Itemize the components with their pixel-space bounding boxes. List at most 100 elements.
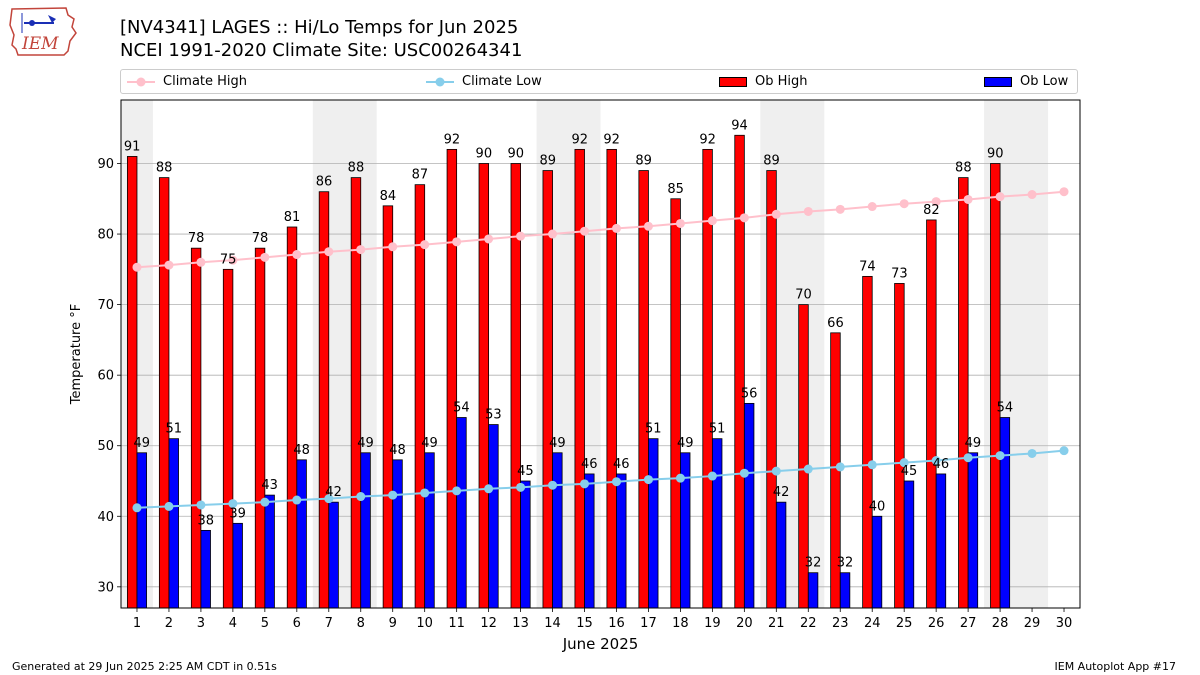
ob-high-label-22: 70	[795, 288, 812, 303]
y-axis-label: Temperature °F	[69, 304, 84, 405]
ob-high-label-14: 89	[539, 154, 556, 169]
climate-high-point-6	[292, 250, 302, 260]
ob-high-bar-14	[542, 170, 553, 609]
weekend-band-0	[121, 100, 153, 608]
ob-low-bar-3	[200, 529, 211, 609]
xtick-label-24: 24	[864, 616, 881, 631]
xtick-label-20: 20	[736, 616, 753, 631]
ob-low-bar-24	[871, 515, 883, 609]
climate-high-point-30	[1059, 187, 1069, 197]
ob-high-label-6: 81	[284, 210, 301, 225]
ob-high-bar-25	[894, 283, 905, 609]
climate-low-point-17	[643, 475, 653, 485]
climate-high-point-15	[580, 226, 590, 236]
legend-climate-high-label: Climate High	[163, 74, 248, 89]
climate-high-point-1	[132, 262, 142, 272]
ob-high-label-15: 92	[571, 132, 588, 147]
climate-high-point-13	[516, 231, 526, 241]
climate-high-point-3	[196, 257, 206, 267]
ob-low-bar-16	[616, 473, 627, 609]
ob-high-label-19: 92	[699, 132, 716, 147]
xtick-label-27: 27	[960, 616, 977, 631]
ob-low-bar-7	[328, 501, 339, 609]
ob-low-bar-8	[360, 452, 371, 609]
climate-high-point-26	[931, 197, 941, 207]
xtick-label-28: 28	[992, 616, 1009, 631]
ob-high-bar-26	[926, 219, 937, 609]
climate-low-point-24	[867, 460, 877, 470]
ob-high-label-7: 86	[316, 175, 333, 190]
climate-high-line	[136, 190, 1065, 269]
ob-low-label-5: 43	[261, 478, 278, 493]
ob-low-bar-1	[136, 452, 147, 609]
ob-high-label-28: 90	[987, 147, 1004, 162]
ob-low-label-14: 49	[549, 436, 566, 451]
climate-low-line-icon	[426, 77, 454, 86]
climate-low-point-7	[324, 494, 334, 504]
climate-high-point-29	[1027, 190, 1037, 200]
ob-high-bar-10	[414, 184, 426, 609]
ob-high-label-24: 74	[859, 259, 876, 274]
ob-low-label-9: 48	[389, 443, 406, 458]
climate-low-point-12	[484, 484, 494, 494]
climate-high-point-27	[963, 194, 973, 204]
ob-high-bar-17	[638, 170, 649, 609]
ob-low-bar-6	[296, 459, 307, 609]
ob-high-label-10: 87	[412, 168, 429, 183]
ob-low-label-25: 45	[901, 464, 918, 479]
xtick-label-3: 3	[197, 616, 205, 631]
ob-low-bar-27	[967, 452, 979, 609]
xtick-label-5: 5	[261, 616, 269, 631]
xtick-label-8: 8	[357, 616, 365, 631]
ob-low-label-19: 51	[709, 422, 726, 437]
ob-low-label-6: 48	[293, 443, 310, 458]
ob-high-bar-28	[990, 163, 1001, 609]
climate-low-point-28	[995, 451, 1005, 461]
ob-low-bar-28	[999, 417, 1011, 609]
climate-low-point-2	[164, 501, 174, 511]
ob-low-swatch-icon	[984, 76, 1012, 87]
legend: Climate High Climate Low Ob High Ob Low	[120, 69, 1078, 94]
ob-high-label-27: 88	[955, 161, 972, 176]
ob-high-label-1: 91	[124, 139, 141, 154]
ob-high-label-23: 66	[827, 316, 844, 331]
xtick-label-11: 11	[448, 616, 465, 631]
ytick-label-40: 40	[97, 510, 114, 525]
climate-high-point-20	[739, 213, 749, 223]
legend-climate-low-label: Climate Low	[462, 74, 542, 89]
ob-high-bar-5	[254, 247, 266, 609]
climate-low-point-13	[516, 482, 526, 492]
climate-low-point-22	[803, 464, 813, 474]
ob-low-label-17: 51	[645, 422, 662, 437]
chart-title: [NV4341] LAGES :: Hi/Lo Temps for Jun 20…	[120, 17, 519, 38]
ob-high-bar-21	[766, 170, 777, 609]
ob-high-bar-27	[958, 177, 969, 609]
climate-high-point-9	[388, 242, 398, 252]
xtick-label-23: 23	[832, 616, 849, 631]
logo-text: IEM	[21, 34, 59, 54]
xtick-label-4: 4	[229, 616, 237, 631]
legend-climate-low: Climate Low	[426, 74, 542, 89]
climate-high-point-24	[867, 202, 877, 212]
ob-low-bar-19	[711, 438, 723, 609]
ob-low-label-1: 49	[134, 436, 151, 451]
ob-low-label-11: 54	[453, 401, 470, 416]
climate-high-point-21	[771, 209, 781, 219]
ob-low-label-16: 46	[613, 457, 630, 472]
ob-high-label-4: 75	[220, 252, 237, 267]
ob-low-label-26: 46	[933, 457, 950, 472]
climate-low-point-3	[196, 500, 206, 510]
ob-low-label-3: 38	[197, 513, 214, 528]
ob-high-label-5: 78	[252, 231, 269, 246]
legend-ob-high: Ob High	[719, 74, 808, 89]
ob-low-label-15: 46	[581, 457, 598, 472]
climate-low-point-26	[931, 456, 941, 466]
ob-high-label-18: 85	[667, 182, 684, 197]
ytick-label-90: 90	[97, 157, 114, 172]
ob-low-label-4: 39	[229, 506, 246, 521]
ob-high-bar-18	[670, 198, 681, 609]
generated-timestamp: Generated at 29 Jun 2025 2:25 AM CDT in …	[12, 660, 277, 673]
ob-high-bar-6	[286, 226, 298, 609]
ob-low-bar-25	[903, 480, 915, 609]
